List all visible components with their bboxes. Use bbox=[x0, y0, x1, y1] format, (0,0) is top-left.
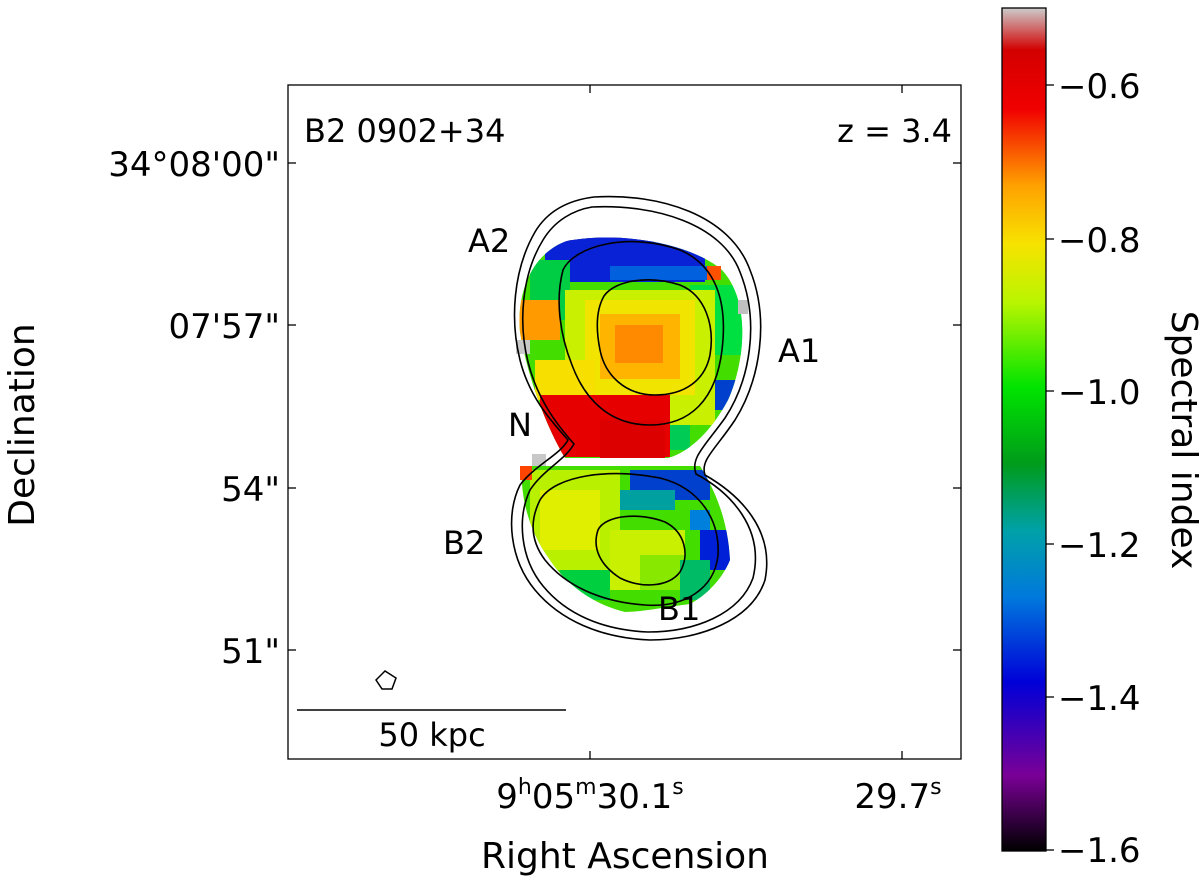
colorbar-tick-5: −1.6 bbox=[1058, 831, 1141, 871]
contour-second bbox=[521, 205, 757, 633]
contour-b-core bbox=[595, 515, 686, 586]
contour-a-inner bbox=[558, 240, 725, 426]
colorbar-tick-0: −0.6 bbox=[1058, 67, 1141, 107]
x-tick-1: 29.7s bbox=[854, 775, 941, 817]
colorbar-ticks bbox=[1046, 84, 1054, 851]
lobe-a-map bbox=[516, 237, 748, 458]
contour-a-core bbox=[596, 279, 712, 396]
y-tick-3: 51" bbox=[221, 632, 280, 672]
y-axis-label: Declination bbox=[2, 323, 43, 527]
contour-b-mid bbox=[532, 472, 719, 607]
colorbar-tick-2: −1.0 bbox=[1058, 373, 1141, 413]
label-a1: A1 bbox=[778, 332, 820, 370]
axis-ticks bbox=[288, 85, 961, 759]
redshift-label: z = 3.4 bbox=[837, 112, 952, 150]
plot-frame bbox=[287, 84, 962, 760]
colorbar-tick-3: −1.2 bbox=[1058, 526, 1141, 566]
x-tick-0: 9h05m30.1s bbox=[496, 775, 683, 817]
contour-outer bbox=[510, 195, 768, 641]
label-n: N bbox=[508, 406, 532, 444]
label-b1: B1 bbox=[658, 590, 700, 628]
colorbar-tick-4: −1.4 bbox=[1058, 679, 1141, 719]
colorbar-tick-1: −0.8 bbox=[1058, 221, 1141, 261]
y-tick-2: 54" bbox=[221, 470, 280, 510]
y-tick-0: 34°08'00" bbox=[108, 145, 280, 185]
colorbar bbox=[1001, 7, 1047, 852]
label-a2: A2 bbox=[468, 222, 510, 260]
intensity-contours bbox=[375, 195, 768, 690]
source-name: B2 0902+34 bbox=[304, 112, 505, 150]
y-tick-1: 07'57" bbox=[168, 307, 280, 347]
scale-bar-label: 50 kpc bbox=[378, 716, 485, 754]
label-b2: B2 bbox=[443, 524, 485, 562]
x-axis-label: Right Ascension bbox=[481, 836, 769, 877]
colorbar-label: Spectral index bbox=[1163, 311, 1200, 570]
beam-ellipse bbox=[375, 670, 397, 690]
